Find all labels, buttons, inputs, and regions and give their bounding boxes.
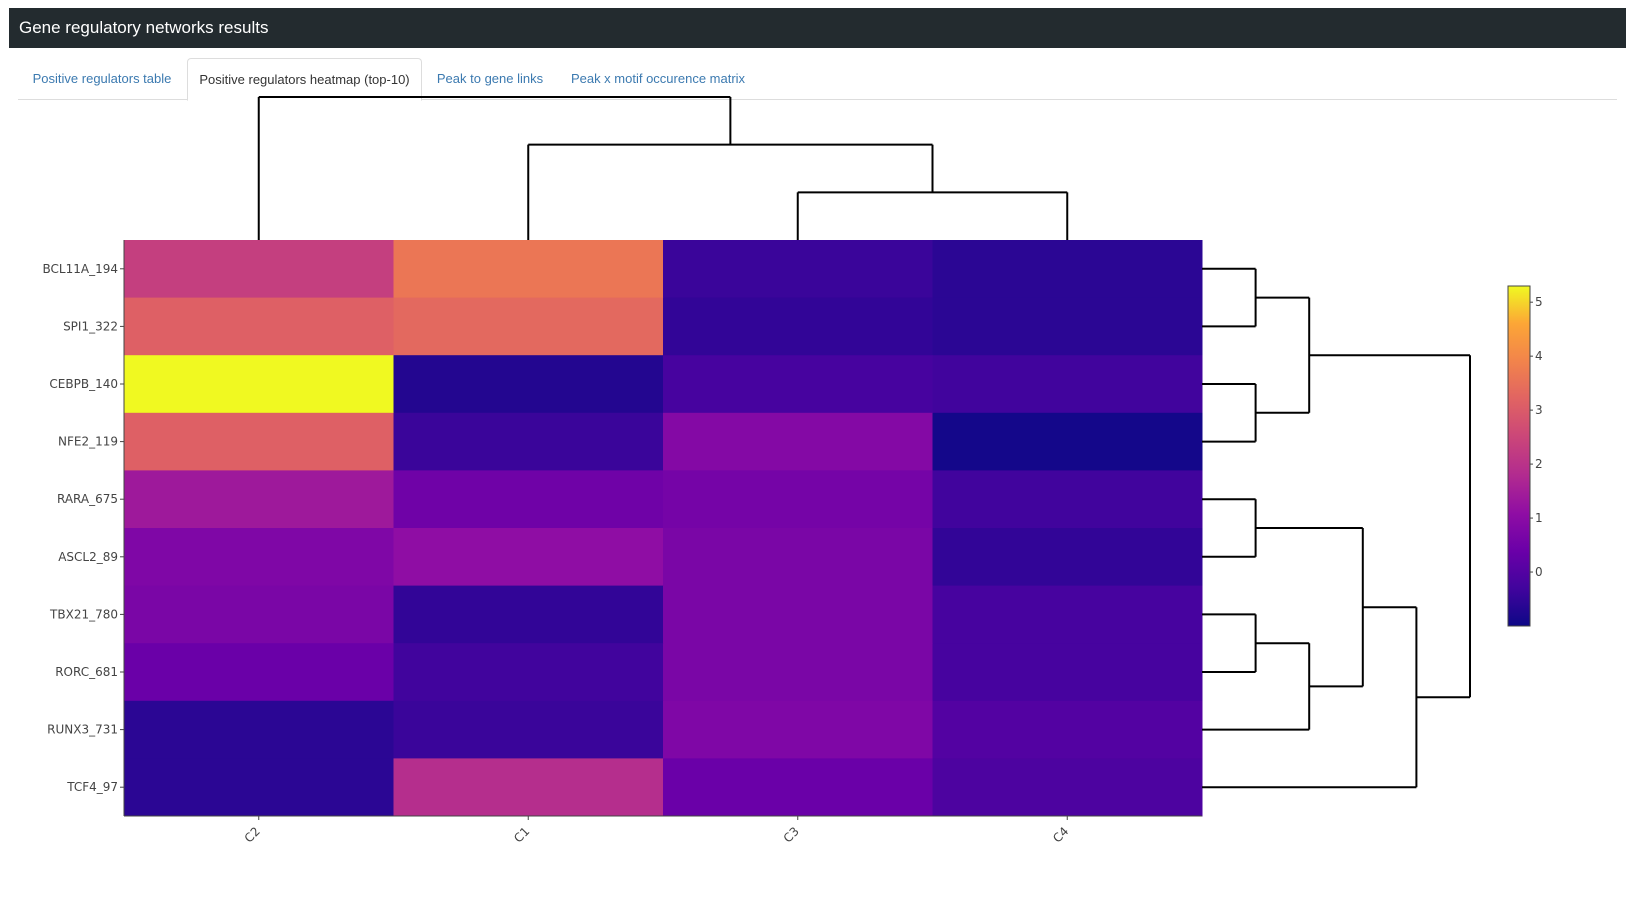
tab-peak-to-gene-links[interactable]: Peak to gene links [436, 71, 544, 86]
heatmap-axes: BCL11A_194 SPI1_322 CEBPB_140 NFE2_119 RARA_… [43, 240, 1202, 845]
heatmap-cell-SPI1_322-C2 [124, 297, 394, 356]
heatmap-cell-CEBPB_140-C3 [663, 355, 933, 414]
heatmap-cell-ASCL2_89-C4 [932, 528, 1203, 587]
column-label: C4 [1050, 824, 1071, 845]
heatmap-cell-RUNX3_731-C1 [393, 700, 664, 759]
heatmap-cell-RORC_681-C1 [393, 643, 664, 702]
heatmap-cell-SPI1_322-C4 [932, 297, 1203, 356]
heatmap-cell-RUNX3_731-C3 [663, 700, 933, 759]
heatmap-cell-SPI1_322-C3 [663, 297, 933, 356]
heatmap-cell-TCF4_97-C3 [663, 758, 933, 817]
heatmap-cell-RARA_675-C3 [663, 470, 933, 529]
heatmap-cell-BCL11A_194-C1 [393, 240, 664, 299]
heatmap-cell-NFE2_119-C4 [932, 412, 1203, 471]
heatmap-cell-BCL11A_194-C3 [663, 240, 933, 299]
heatmap-cell-TCF4_97-C4 [932, 758, 1203, 817]
heatmap-cell-ASCL2_89-C2 [124, 528, 394, 587]
row-label: TCF4_97 [66, 780, 118, 794]
heatmap-cell-ASCL2_89-C1 [393, 528, 664, 587]
row-dendrogram [1202, 267, 1471, 789]
heatmap-cell-ASCL2_89-C3 [663, 528, 933, 587]
heatmap-cell-RORC_681-C2 [124, 643, 394, 702]
heatmap-cell-NFE2_119-C2 [124, 412, 394, 471]
colorbar-tick-label: 0 [1535, 565, 1543, 579]
heatmap-cell-RARA_675-C2 [124, 470, 394, 529]
row-label: CEBPB_140 [49, 377, 118, 391]
heatmap-cell-RORC_681-C3 [663, 643, 933, 702]
colorbar-tick-label: 3 [1535, 403, 1543, 417]
heatmap-cell-NFE2_119-C3 [663, 412, 933, 471]
heatmap-cell-CEBPB_140-C4 [932, 355, 1203, 414]
heatmap-cell-RARA_675-C1 [393, 470, 664, 529]
column-label: C2 [242, 824, 263, 845]
column-label: C3 [781, 824, 802, 845]
heatmap-cell-TCF4_97-C2 [124, 758, 394, 817]
colorbar-tick-label: 4 [1535, 349, 1543, 363]
heatmap-cell-RUNX3_731-C4 [932, 700, 1203, 759]
heatmap-cell-BCL11A_194-C4 [932, 240, 1203, 299]
colorbar: 0 1 2 3 4 5 [1507, 285, 1543, 627]
heatmap-cell-RARA_675-C4 [932, 470, 1203, 529]
row-label: RORC_681 [55, 665, 118, 679]
heatmap-cell-CEBPB_140-C2 [124, 355, 394, 414]
row-label: SPI1_322 [63, 319, 118, 333]
column-label: C1 [511, 824, 532, 845]
colorbar-tick-label: 2 [1535, 457, 1543, 471]
heatmap-cells [124, 240, 1203, 817]
heatmap-cell-TBX21_780-C4 [932, 585, 1203, 644]
heatmap-cell-SPI1_322-C1 [393, 297, 664, 356]
row-label: TBX21_780 [49, 607, 118, 621]
column-dendrogram [257, 96, 1069, 240]
tab-positive-regulators-table[interactable]: Positive regulators table [32, 71, 172, 86]
tab-peak-motif-matrix[interactable]: Peak x motif occurence matrix [570, 71, 746, 86]
colorbar-tick-label: 5 [1535, 295, 1543, 309]
heatmap-cell-RUNX3_731-C2 [124, 700, 394, 759]
colorbar-tick-label: 1 [1535, 511, 1543, 525]
heatmap-cell-CEBPB_140-C1 [393, 355, 664, 414]
row-label: RARA_675 [57, 492, 118, 506]
row-label: ASCL2_89 [58, 550, 118, 564]
tab-bar: Positive regulators table Positive regul… [18, 58, 1617, 101]
row-label: RUNX3_731 [47, 723, 118, 737]
row-label: BCL11A_194 [43, 262, 118, 276]
colorbar-gradient [1507, 285, 1531, 627]
heatmap-cell-TCF4_97-C1 [393, 758, 664, 817]
heatmap-cell-TBX21_780-C1 [393, 585, 664, 644]
tab-positive-regulators-heatmap[interactable]: Positive regulators heatmap (top-10) [187, 58, 422, 101]
heatmap-cell-TBX21_780-C2 [124, 585, 394, 644]
heatmap-cell-TBX21_780-C3 [663, 585, 933, 644]
heatmap-cell-BCL11A_194-C2 [124, 240, 394, 299]
row-label: NFE2_119 [58, 435, 118, 449]
heatmap-cell-NFE2_119-C1 [393, 412, 664, 471]
app-title: Gene regulatory networks results [9, 8, 1626, 48]
heatmap-cell-RORC_681-C4 [932, 643, 1203, 702]
